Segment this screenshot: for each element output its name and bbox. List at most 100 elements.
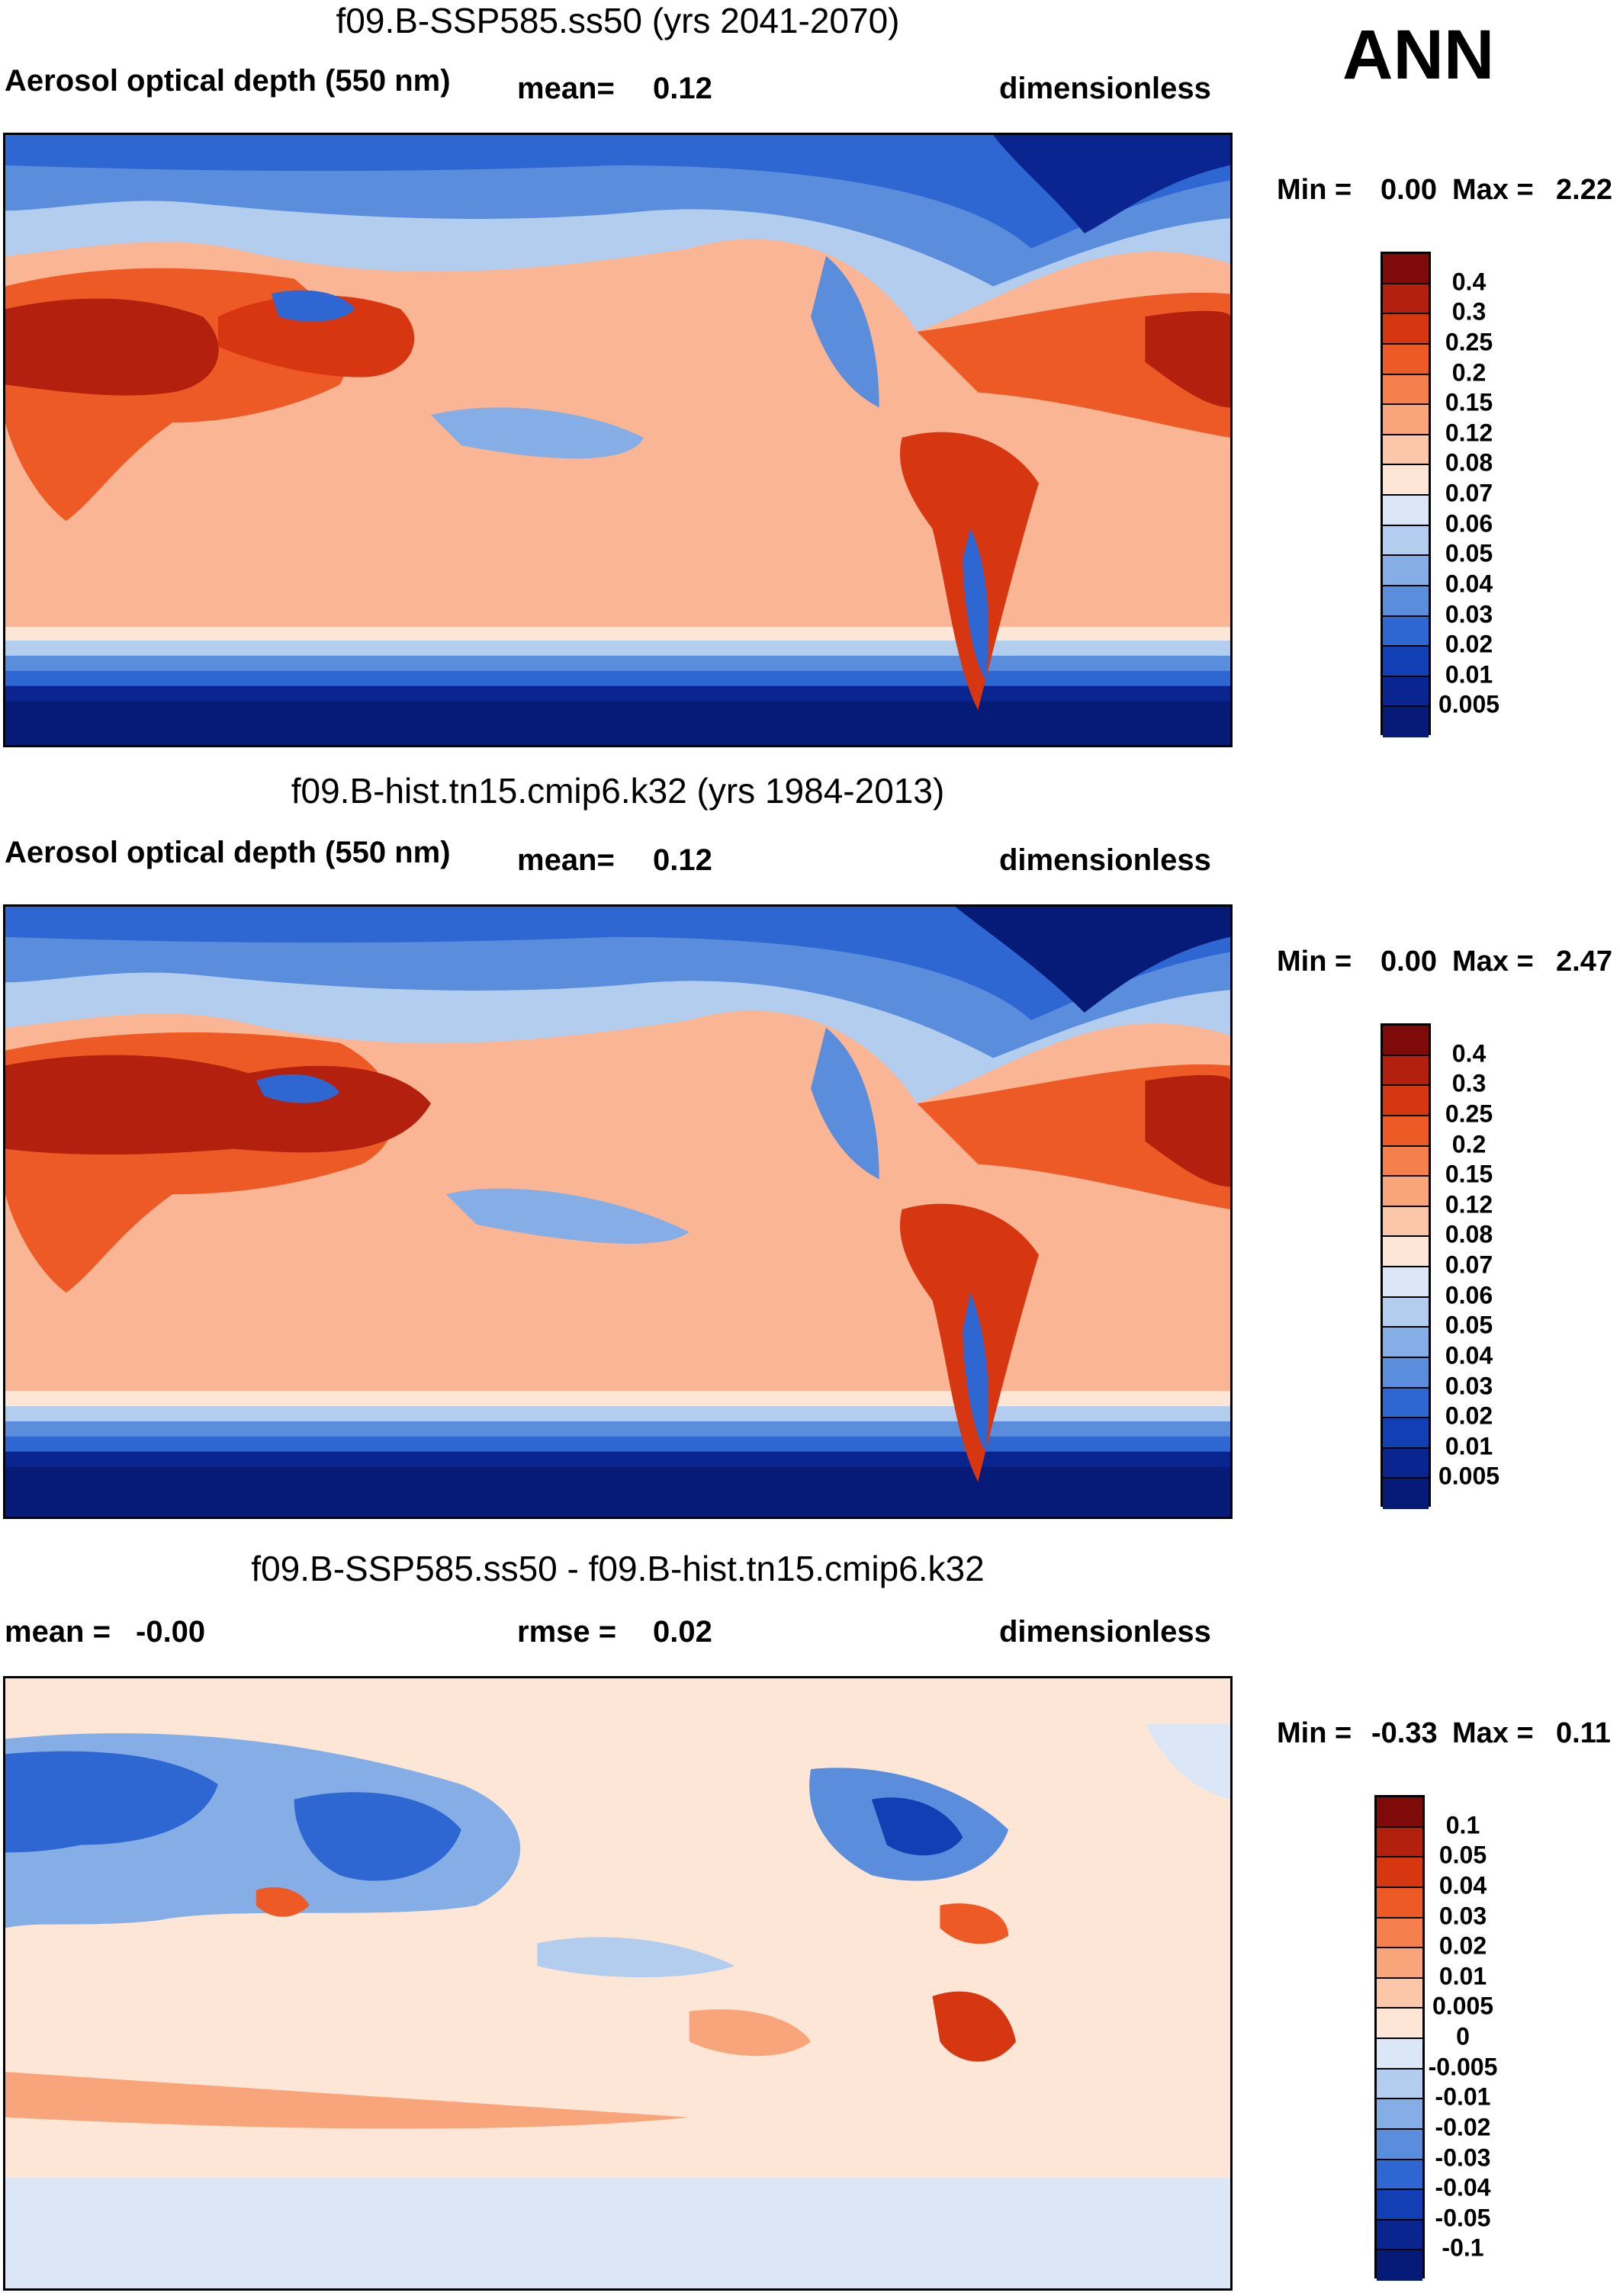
colorbar-segment xyxy=(1383,1086,1429,1116)
colorbar-segment xyxy=(1383,1357,1429,1389)
panel1-min-label: Min = xyxy=(1277,174,1352,206)
panel3-min-label: Min = xyxy=(1277,1717,1352,1749)
colorbar-segment xyxy=(1383,1026,1429,1056)
panel1-mean-value: 0.12 xyxy=(653,72,712,105)
panel3-rmse-label: rmse = xyxy=(517,1615,617,1649)
colorbar-segment xyxy=(1383,647,1429,677)
panel3-mean-label: mean = xyxy=(5,1615,111,1649)
colorbar-segment xyxy=(1377,2250,1422,2281)
colorbar-segment xyxy=(1377,2099,1422,2130)
colorbar-tick-label: 0.2 xyxy=(1451,1130,1487,1158)
panel2-min-value: 0.00 xyxy=(1381,946,1437,978)
panel3-max-label: Max = xyxy=(1452,1717,1534,1749)
colorbar-tick-label: 0.02 xyxy=(1438,1932,1487,1960)
colorbar-tick-label: 0.15 xyxy=(1445,1160,1493,1188)
colorbar-tick-label: 0.03 xyxy=(1445,1372,1493,1399)
panel2-max-value: 2.47 xyxy=(1556,946,1612,978)
colorbar-tick-label: 0.25 xyxy=(1445,328,1493,356)
colorbar-segment xyxy=(1383,1177,1429,1207)
colorbar-segment xyxy=(1383,525,1429,557)
colorbar-tick-label: 0.04 xyxy=(1445,1341,1493,1370)
colorbar-segment xyxy=(1377,1858,1422,1888)
panel2-mean-value: 0.12 xyxy=(653,843,712,877)
colorbar-tick-label: -0.02 xyxy=(1435,2113,1491,2141)
panel2-colorbar xyxy=(1381,1023,1431,1509)
colorbar-segment xyxy=(1383,1388,1429,1419)
colorbar-segment xyxy=(1377,2069,1422,2100)
colorbar-tick-label: 0.12 xyxy=(1445,419,1493,447)
colorbar-tick-label: 0.15 xyxy=(1445,388,1493,416)
colorbar-tick-label: -0.005 xyxy=(1428,2053,1498,2081)
panel3-min-value: -0.33 xyxy=(1371,1717,1438,1749)
panel2-min-label: Min = xyxy=(1277,946,1352,978)
colorbar-tick-label: 0.01 xyxy=(1438,1962,1487,1990)
colorbar-segment xyxy=(1383,1237,1429,1267)
colorbar-tick-label: -0.04 xyxy=(1435,2173,1491,2201)
colorbar-tick-label: 0.03 xyxy=(1445,600,1493,628)
panel3-units: dimensionless xyxy=(999,1615,1211,1649)
panel3-max-value: 0.11 xyxy=(1556,1717,1611,1749)
panel1-variable-label: Aerosol optical depth (550 nm) xyxy=(5,64,451,98)
colorbar-tick-label: 0.12 xyxy=(1445,1190,1493,1219)
colorbar-tick-label: 0.02 xyxy=(1445,1402,1493,1430)
panel1-map xyxy=(3,133,1233,747)
colorbar-tick-label: 0.05 xyxy=(1445,1311,1493,1339)
colorbar-segment xyxy=(1383,1418,1429,1449)
colorbar-segment xyxy=(1377,1948,1422,1979)
panel2-variable-label: Aerosol optical depth (550 nm) xyxy=(5,836,451,869)
panel1-max-value: 2.22 xyxy=(1556,174,1612,206)
colorbar-segment xyxy=(1377,1827,1422,1858)
colorbar-tick-label: 0.02 xyxy=(1445,630,1493,658)
colorbar-tick-label: 0.03 xyxy=(1438,1902,1487,1929)
colorbar-tick-label: -0.1 xyxy=(1442,2233,1484,2262)
panel2-max-label: Max = xyxy=(1452,946,1534,978)
colorbar-segment xyxy=(1383,314,1429,345)
panel3-title: f09.B-SSP585.ss50 - f09.B-hist.tn15.cmip… xyxy=(251,1549,985,1588)
colorbar-tick-label: -0.05 xyxy=(1435,2204,1491,2232)
colorbar-segment xyxy=(1377,1918,1422,1949)
colorbar-segment xyxy=(1383,344,1429,375)
colorbar-segment xyxy=(1377,1978,1422,2009)
colorbar-segment xyxy=(1383,405,1429,435)
colorbar-segment xyxy=(1383,1055,1429,1087)
colorbar-segment xyxy=(1383,1297,1429,1328)
panel2-title: f09.B-hist.tn15.cmip6.k32 (yrs 1984-2013… xyxy=(291,771,945,811)
colorbar-segment xyxy=(1383,1479,1429,1509)
colorbar-segment xyxy=(1377,1797,1422,1828)
colorbar-segment xyxy=(1383,586,1429,617)
colorbar-tick-label: 0.01 xyxy=(1445,1432,1493,1460)
panel3-rmse-value: 0.02 xyxy=(653,1615,712,1649)
colorbar-tick-label: 0.005 xyxy=(1438,1462,1500,1490)
colorbar-tick-label: 0.1 xyxy=(1445,1811,1480,1839)
colorbar-segment xyxy=(1383,374,1429,406)
colorbar-segment xyxy=(1377,2190,1422,2221)
colorbar-tick-label: 0.005 xyxy=(1438,690,1500,718)
colorbar-segment xyxy=(1383,1206,1429,1238)
colorbar-segment xyxy=(1383,1146,1429,1177)
colorbar-tick-label: 0.25 xyxy=(1445,1100,1493,1128)
panel2-colorbar-segments xyxy=(1383,1026,1429,1509)
colorbar-tick-label: 0.04 xyxy=(1445,570,1493,598)
panel1-mean-label: mean= xyxy=(517,72,615,105)
colorbar-segment xyxy=(1383,1267,1429,1298)
season-label: ANN xyxy=(1342,16,1495,94)
colorbar-tick-label: 0.3 xyxy=(1451,1069,1487,1097)
colorbar-tick-label: 0 xyxy=(1456,2022,1470,2050)
panel1-units: dimensionless xyxy=(999,72,1211,105)
colorbar-tick-label: -0.01 xyxy=(1435,2082,1491,2111)
colorbar-tick-label: 0.08 xyxy=(1445,1220,1493,1248)
colorbar-segment xyxy=(1383,556,1429,586)
colorbar-segment xyxy=(1377,2160,1422,2191)
colorbar-segment xyxy=(1383,616,1429,647)
colorbar-tick-label: 0.06 xyxy=(1445,1281,1493,1309)
colorbar-tick-label: 0.01 xyxy=(1445,660,1493,689)
colorbar-segment xyxy=(1383,496,1429,526)
colorbar-segment xyxy=(1383,284,1429,315)
colorbar-tick-label: 0.07 xyxy=(1445,1251,1493,1279)
colorbar-tick-label: 0.05 xyxy=(1445,539,1493,567)
colorbar-tick-label: 0.4 xyxy=(1451,268,1487,296)
colorbar-segment xyxy=(1383,1328,1429,1358)
colorbar-segment xyxy=(1383,465,1429,496)
colorbar-tick-label: 0.08 xyxy=(1445,448,1493,477)
colorbar-tick-label: 0.05 xyxy=(1438,1841,1487,1869)
